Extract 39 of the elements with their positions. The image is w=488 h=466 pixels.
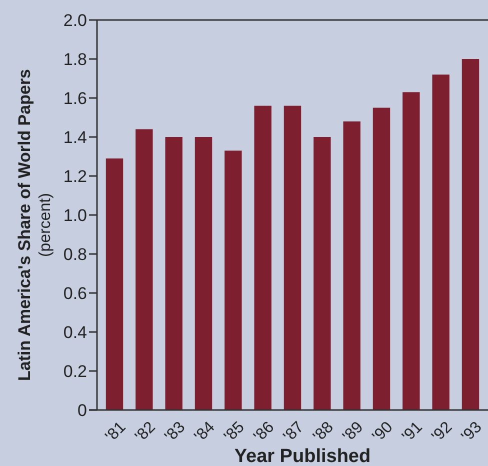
x-tick-label: '85 [221, 418, 248, 446]
bar [106, 158, 124, 410]
bar [254, 106, 272, 410]
x-tick-label: '91 [399, 418, 426, 446]
bar [194, 137, 212, 410]
x-tick-label: '86 [250, 418, 278, 446]
x-axis-title: Year Published [234, 446, 371, 466]
y-tick-label: 0 [78, 400, 87, 420]
bar [343, 121, 360, 410]
y-tick-label: 1.6 [63, 88, 87, 108]
y-tick-label: 2.0 [63, 10, 87, 30]
x-tick-label: '88 [310, 418, 337, 446]
x-tick-label: '81 [102, 418, 130, 446]
bar [432, 74, 450, 410]
y-tick-label: 1.0 [63, 206, 87, 225]
x-tick-label: '87 [280, 418, 308, 446]
x-tick-label: '89 [340, 418, 367, 446]
y-tick-label: 0.2 [63, 362, 87, 381]
y-tick-label: 0.6 [63, 284, 87, 303]
x-tick-label: '90 [369, 418, 396, 446]
bar [314, 137, 331, 410]
bar [136, 129, 153, 410]
x-tick-label: '82 [132, 418, 159, 446]
x-tick-label: '93 [458, 418, 486, 446]
bar [165, 137, 182, 410]
x-tick-label: '92 [428, 418, 456, 446]
bar [372, 108, 390, 410]
y-tick-label: 1.4 [63, 128, 87, 147]
bar [402, 92, 420, 410]
y-tick-label: 1.8 [63, 50, 87, 69]
x-tick-label: '83 [162, 418, 189, 446]
y-axis-title: Latin America's Share of World Papers (percent) [15, 68, 54, 382]
bar [284, 106, 302, 410]
y-tick-label: 0.4 [63, 322, 87, 342]
x-tick-label: '84 [191, 418, 218, 446]
bar [224, 150, 242, 410]
y-tick-label: 0.8 [63, 244, 87, 264]
y-tick-label: 1.2 [63, 166, 87, 186]
bar [462, 59, 480, 410]
